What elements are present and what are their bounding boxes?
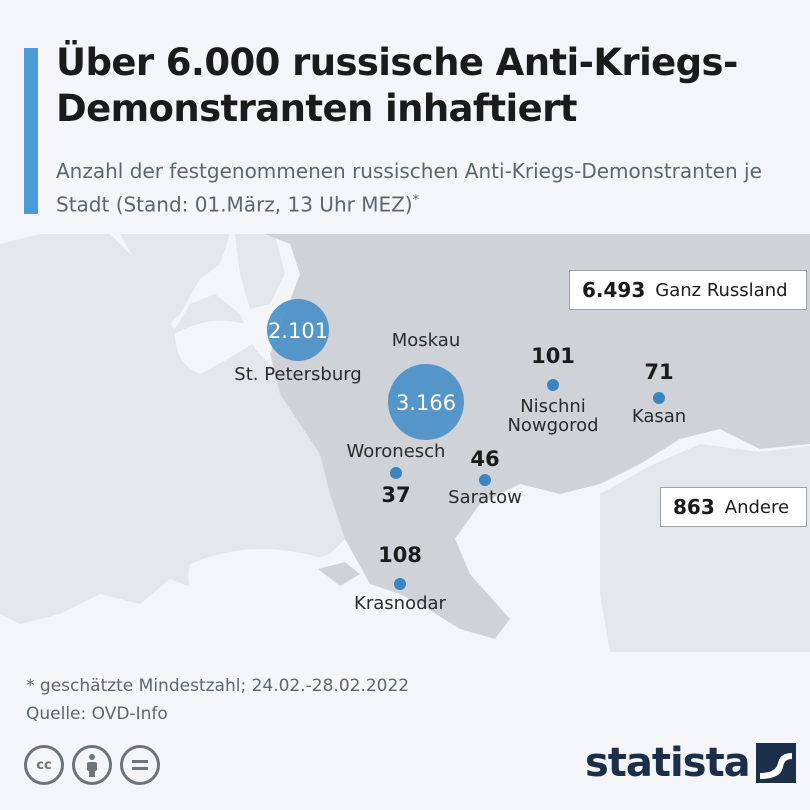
label-st-petersburg: St. Petersburg — [234, 364, 361, 385]
value-st-petersburg: 2.101 — [268, 319, 328, 343]
subtitle-footnote-mark: * — [412, 193, 420, 208]
footnote-block: * geschätzte Mindestzahl; 24.02.-28.02.2… — [26, 672, 409, 728]
value-krasnodar: 108 — [378, 543, 422, 567]
value-woronesch: 37 — [381, 483, 410, 507]
subtitle-text: Anzahl der festgenommenen russischen Ant… — [56, 159, 762, 217]
total-russia-box: 6.493 Ganz Russland — [569, 270, 807, 310]
cc-icon[interactable]: cc — [24, 745, 64, 785]
bubble-woronesch — [390, 467, 402, 479]
bubble-moskau — [388, 364, 464, 440]
brand-name: statista — [585, 740, 751, 786]
total-other-box: 863 Andere — [660, 487, 807, 527]
total-other-value: 863 — [673, 495, 715, 519]
value-nischni-nowgorod: 101 — [531, 344, 575, 368]
statista-logo[interactable]: statista — [585, 738, 796, 788]
finland-land — [235, 234, 285, 309]
source: Quelle: OVD-Info — [26, 704, 168, 724]
label-nischni-nowgorod-line1: Nischni — [520, 396, 586, 417]
bubble-krasnodar — [394, 578, 406, 590]
baltic-sea — [175, 320, 260, 374]
page-subtitle: Anzahl der festgenommenen russischen Ant… — [56, 156, 796, 220]
footnote: * geschätzte Mindestzahl; 24.02.-28.02.2… — [26, 676, 410, 696]
by-icon[interactable] — [72, 745, 112, 785]
label-nischni-nowgorod-line2: Nowgorod — [507, 415, 598, 436]
license-icons: cc — [24, 745, 160, 785]
label-saratow: Saratow — [448, 487, 522, 508]
bubble-kasan — [653, 392, 665, 404]
value-saratow: 46 — [470, 447, 499, 471]
label-woronesch: Woronesch — [347, 441, 446, 462]
value-kasan: 71 — [644, 360, 673, 384]
label-kasan: Kasan — [632, 406, 686, 427]
page-title: Über 6.000 russische Anti-Kriegs-Demonst… — [56, 41, 738, 130]
crimea — [318, 562, 360, 586]
equals-icon — [132, 760, 148, 770]
bubble-st-petersburg — [267, 299, 329, 361]
total-russia-label: Ganz Russland — [655, 279, 788, 301]
nd-icon[interactable] — [120, 745, 160, 785]
black-sea — [188, 549, 363, 636]
accent-bar — [24, 48, 38, 214]
bubble-nischni-nowgorod — [547, 379, 559, 391]
caspian-sea — [546, 532, 601, 644]
scandinavia-land — [120, 234, 230, 334]
europe-land — [0, 234, 360, 624]
total-other-label: Andere — [724, 496, 790, 518]
label-krasnodar: Krasnodar — [354, 593, 446, 614]
russia-land — [265, 234, 810, 639]
value-moskau: 3.166 — [396, 391, 456, 415]
bubble-layer: 3.166 Moskau 2.101 St. Petersburg 108 Krasnod… — [234, 299, 686, 614]
label-moskau: Moskau — [392, 330, 460, 351]
person-icon — [87, 754, 97, 777]
bubble-saratow — [479, 474, 491, 486]
total-russia-value: 6.493 — [582, 278, 646, 302]
statista-mark-icon — [755, 743, 796, 783]
